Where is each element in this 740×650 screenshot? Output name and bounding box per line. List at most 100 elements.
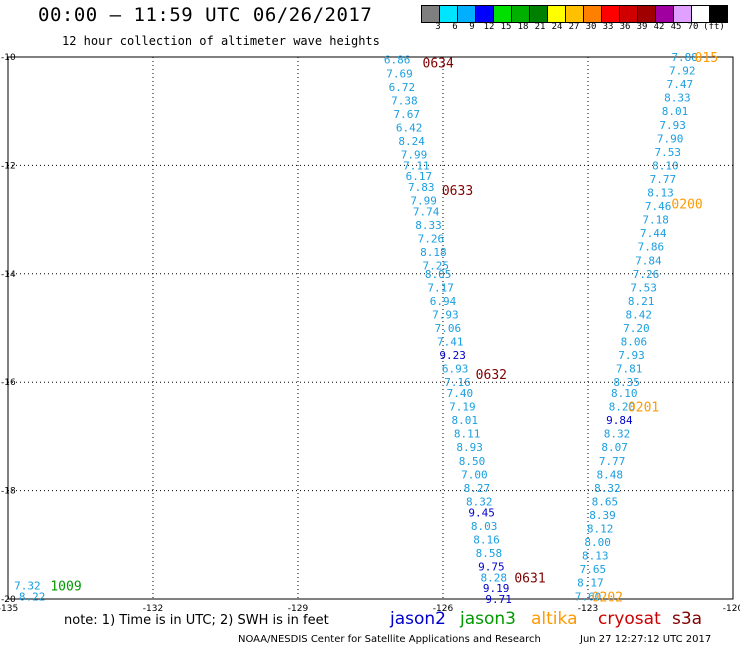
swh-value-label: 7.46: [645, 200, 672, 213]
color-scale-labels: 3 6 9 12 15 18 21 24 27 30 33 36 39 42 45 70 (ft): [421, 22, 740, 34]
swh-value-label: 7.65: [580, 563, 607, 576]
time-annotation: 0631: [514, 571, 545, 586]
swh-value-label: 8.33: [415, 219, 442, 232]
swh-value-label: 7.00: [461, 468, 488, 481]
y-tick-label: -18: [1, 487, 16, 497]
swh-value-label: 7.77: [599, 455, 626, 468]
swh-value-label: 7.53: [655, 146, 682, 159]
legend-note: note: 1) Time is in UTC; 2) SWH is in fe…: [64, 613, 329, 628]
swh-value-label: 8.01: [452, 414, 479, 427]
swh-value-label: 9.71: [485, 593, 512, 606]
legend-item-s3a: s3a: [672, 609, 703, 629]
swh-value-label: 7.25: [423, 260, 450, 273]
swh-value-label: 6.86: [384, 54, 411, 67]
swh-value-label: 7.67: [394, 108, 421, 121]
swh-value-label: 7.93: [618, 349, 645, 362]
x-tick-label: -126: [433, 604, 454, 614]
legend: note: 1) Time is in UTC; 2) SWH is in fe…: [0, 609, 740, 631]
swh-value-label: 7.99: [401, 149, 428, 162]
chart-subtitle: 12 hour collection of altimeter wave hei…: [62, 34, 380, 48]
swh-value-label: 8.06: [621, 336, 648, 349]
swh-value-label: 7.16: [444, 376, 471, 389]
color-scale-label: 36: [619, 22, 631, 32]
swh-value-label: 8.20: [609, 401, 636, 414]
swh-value-label: 7.90: [657, 132, 684, 145]
footer-credit: NOAA/NESDIS Center for Satellite Applica…: [238, 634, 541, 645]
swh-value-label: 8.48: [597, 468, 624, 481]
swh-value-label: 8.10: [652, 159, 679, 172]
swh-value-label: 7.06: [435, 322, 462, 335]
swh-value-label: 7.69: [386, 67, 413, 80]
swh-value-label: 7.38: [391, 94, 418, 107]
legend-item-jason2: jason2: [390, 609, 446, 629]
swh-value-label: 8.21: [628, 295, 655, 308]
swh-value-label: 9.45: [468, 506, 495, 519]
swh-value-label: 8.33: [664, 92, 691, 105]
plot-frame: [7, 56, 734, 600]
swh-value-label: 8.17: [577, 577, 604, 590]
swh-value-label: 6.93: [442, 363, 469, 376]
time-annotation: 0200: [671, 197, 702, 212]
swh-value-label: 8.07: [601, 441, 628, 454]
swh-value-label: 8.18: [420, 246, 447, 259]
swh-value-label: 8.39: [589, 509, 616, 522]
swh-value-label: 9.84: [606, 414, 633, 427]
swh-value-label: 8.42: [626, 308, 653, 321]
time-annotation: 1009: [50, 579, 81, 594]
swh-value-label: 7.32: [14, 579, 41, 592]
swh-value-label: 7.20: [623, 322, 650, 335]
swh-value-label: 7.53: [630, 281, 657, 294]
color-scale-label: 18: [517, 22, 529, 32]
swh-value-label: 9.75: [478, 560, 505, 573]
y-tick-label: -14: [1, 270, 16, 280]
swh-value-label: 6.17: [406, 170, 433, 183]
color-scale-label: 24: [551, 22, 563, 32]
swh-value-label: 8.28: [481, 571, 508, 584]
swh-value-label: 8.12: [587, 523, 614, 536]
color-scale-label: 9: [469, 22, 475, 32]
swh-value-label: 7.44: [640, 227, 667, 240]
color-scale-label: 30: [585, 22, 597, 32]
swh-value-label: 7.19: [449, 401, 476, 414]
swh-value-label: 7.93: [659, 119, 686, 132]
swh-value-label: 7.11: [403, 159, 430, 172]
swh-value-label: 8.32: [466, 495, 493, 508]
x-tick-label: -135: [0, 604, 18, 614]
y-tick-label: -10: [1, 53, 16, 63]
swh-value-label: 6.72: [389, 81, 416, 94]
color-scale-label: 70: [687, 22, 699, 32]
swh-value-label: 7.83: [408, 181, 435, 194]
swh-value-label: 8.00: [584, 536, 611, 549]
swh-value-label: 7.26: [418, 233, 445, 246]
x-tick-label: -120: [723, 604, 740, 614]
swh-value-label: 7.92: [669, 65, 696, 78]
swh-value-label: 8.50: [459, 455, 486, 468]
x-tick-label: -123: [578, 604, 598, 614]
time-annotation: 015: [695, 51, 718, 66]
swh-value-label: 7.93: [432, 308, 459, 321]
swh-value-label: 8.58: [476, 547, 503, 560]
swh-value-label: 8.32: [594, 482, 621, 495]
color-scale-label: 45: [670, 22, 682, 32]
time-annotation: 0634: [423, 56, 454, 71]
time-annotation: 0633: [442, 184, 473, 199]
x-tick-label: -129: [288, 604, 309, 614]
color-swatch: [709, 5, 728, 23]
color-scale-label: 3: [435, 22, 441, 32]
swh-value-label: 8.35: [613, 376, 640, 389]
y-tick-label: -12: [1, 161, 16, 171]
swh-value-label: 7.81: [616, 363, 643, 376]
swh-value-label: 8.27: [464, 482, 491, 495]
color-scale-unit: (ft): [703, 22, 725, 32]
time-annotation: 0632: [476, 368, 507, 383]
swh-value-label: 7.41: [437, 336, 464, 349]
swh-value-label: 8.24: [398, 135, 425, 148]
swh-value-label: 8.22: [19, 590, 46, 603]
color-scale-label: 21: [534, 22, 546, 32]
swh-value-label: 7.88: [671, 51, 698, 64]
chart-title: 00:00 – 11:59 UTC 06/26/2017: [38, 4, 373, 26]
swh-value-label: 7.26: [633, 268, 660, 281]
swh-value-label: 8.10: [611, 387, 638, 400]
color-scale-label: 15: [500, 22, 512, 32]
